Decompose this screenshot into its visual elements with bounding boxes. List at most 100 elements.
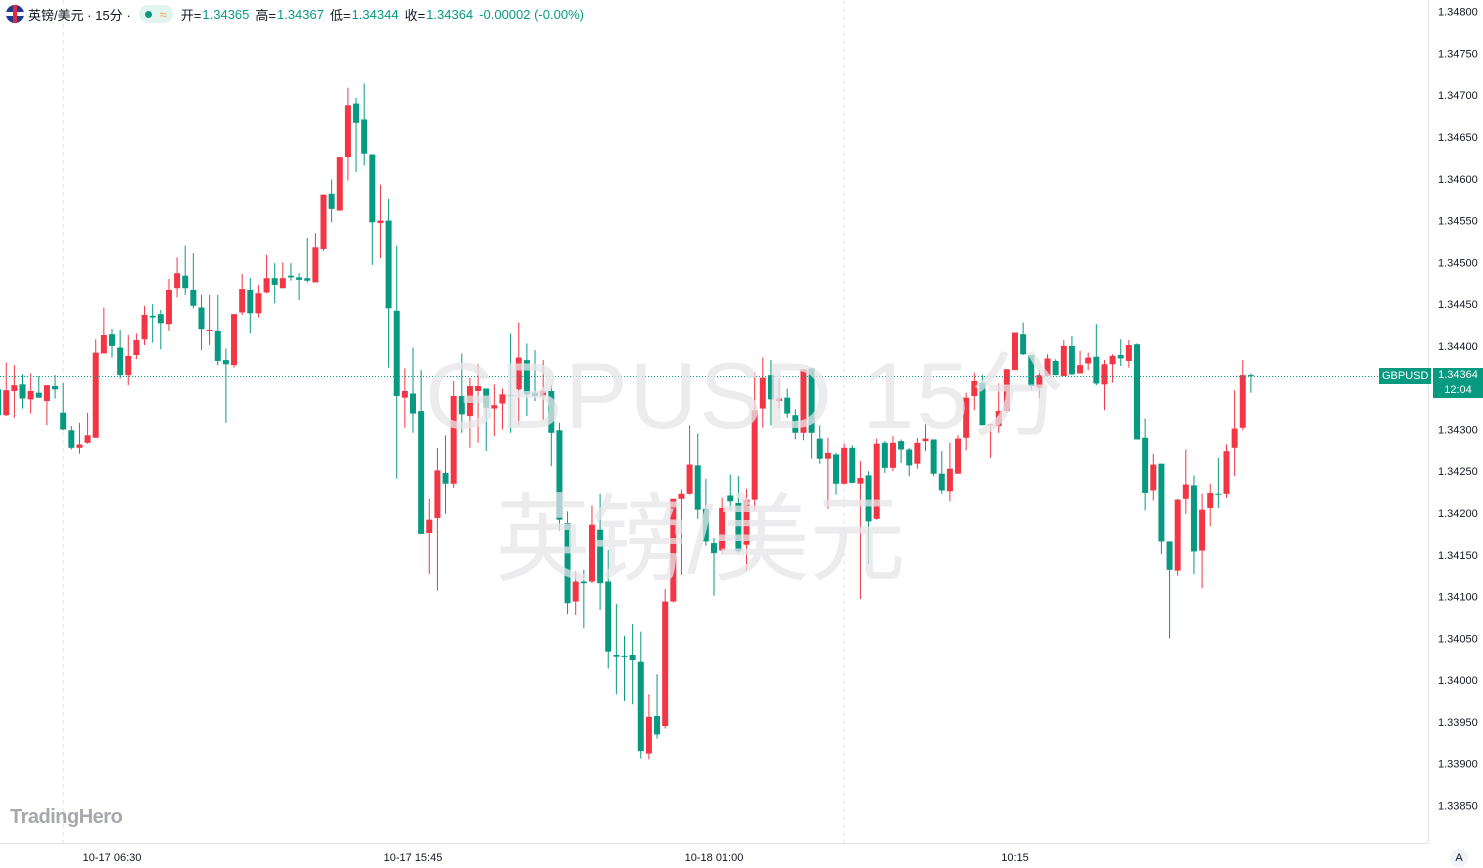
x-tick-label: 10:15 <box>1001 852 1029 864</box>
candle <box>1109 354 1116 383</box>
candle <box>1215 457 1222 508</box>
y-tick-label: 1.34600 <box>1438 174 1478 186</box>
candle-body <box>450 396 457 484</box>
candle-body <box>849 447 856 483</box>
candle-body <box>320 194 327 249</box>
candle-body <box>475 385 482 392</box>
candle <box>857 461 864 600</box>
candle <box>1020 322 1027 356</box>
y-tick-label: 1.34750 <box>1438 48 1478 60</box>
candle-body <box>507 395 514 397</box>
candle-body <box>833 454 840 484</box>
candle <box>1093 324 1100 386</box>
candle-body <box>515 357 522 390</box>
candle-body <box>434 470 441 518</box>
symbol-price-tag: GBPUSD <box>1379 368 1432 384</box>
candle-body <box>157 314 164 324</box>
candle-body <box>955 438 962 474</box>
candle <box>849 445 856 483</box>
candle-body <box>182 275 189 289</box>
candle-body <box>92 352 99 438</box>
candle <box>1003 369 1010 413</box>
candle-body <box>881 442 888 468</box>
candle <box>1166 541 1173 639</box>
candle <box>645 694 652 760</box>
candle <box>995 383 1002 433</box>
candle-body <box>442 472 449 484</box>
candle <box>833 452 840 495</box>
y-tick-label: 1.34300 <box>1438 424 1478 436</box>
candle-body <box>540 391 547 397</box>
candle <box>515 322 522 426</box>
candle-body <box>873 443 880 519</box>
candle <box>572 571 579 615</box>
candle-body <box>1174 499 1181 571</box>
market-status-pill[interactable]: ≈ <box>138 5 173 23</box>
candle <box>1068 335 1075 376</box>
high-value: 1.34367 <box>276 6 324 22</box>
candle <box>532 350 539 402</box>
candle <box>214 294 221 366</box>
y-tick-label: 1.34500 <box>1438 257 1478 269</box>
candle-body <box>491 405 498 409</box>
candle-body <box>930 439 937 474</box>
candle <box>393 245 400 479</box>
candle <box>287 263 294 281</box>
candle <box>353 97 360 173</box>
time-axis[interactable]: 10-17 06:30 10-17 15:45 10-18 01:00 10:15 <box>83 852 1029 864</box>
candle-body <box>963 397 970 438</box>
candle <box>271 263 278 304</box>
candle <box>865 471 872 564</box>
candle <box>694 433 701 519</box>
candle-body <box>165 289 172 325</box>
candle-body <box>499 394 506 404</box>
price-axis[interactable]: 1.34800 1.34750 1.34700 1.34650 1.34600 1.345… <box>1438 7 1478 813</box>
candle-body <box>198 307 205 330</box>
candle <box>735 476 742 554</box>
candle <box>922 424 929 452</box>
candle <box>304 238 311 283</box>
candle-body <box>206 330 213 332</box>
candle-body <box>906 449 913 466</box>
candle <box>1182 449 1189 514</box>
candle-body <box>385 220 392 309</box>
candle-body <box>3 390 10 416</box>
candle <box>914 437 921 469</box>
candle-body <box>556 430 563 520</box>
legend-header: 英镑/美元 · 15分 · ≈ 开= 1.34365 高= 1.34367 低= 1.… <box>6 4 590 24</box>
candle <box>710 538 717 596</box>
candle <box>1158 463 1165 554</box>
candle-body <box>76 444 83 448</box>
candle-body <box>1150 464 1157 491</box>
candle <box>149 304 156 343</box>
watermark-name: 英镑/美元 <box>495 487 906 594</box>
candle <box>1207 483 1214 527</box>
x-tick-label: 10-18 01:00 <box>685 852 744 864</box>
y-tick-label: 1.34100 <box>1438 592 1478 604</box>
candle-body <box>328 193 335 209</box>
candle <box>889 436 896 472</box>
candle <box>263 254 270 294</box>
candle-body <box>0 389 2 416</box>
candle-body <box>987 424 994 426</box>
candle <box>458 353 465 433</box>
auto-scale-button[interactable]: A <box>1450 849 1468 867</box>
candle-body <box>1231 428 1238 448</box>
symbol-name[interactable]: 英镑/美元 · 15分 · <box>28 7 131 23</box>
candle-body <box>1077 365 1084 374</box>
candle-body <box>60 412 67 430</box>
candle <box>279 262 286 289</box>
candle-body <box>1052 360 1059 376</box>
candle <box>792 409 799 440</box>
candle <box>751 372 758 511</box>
candle-body <box>1060 345 1067 376</box>
candle-body <box>255 293 262 314</box>
candle-body <box>125 355 132 376</box>
candle-body <box>68 430 75 448</box>
candle-body <box>938 473 945 491</box>
candle <box>1125 340 1132 368</box>
candle-body <box>336 157 343 211</box>
close-label: 收= <box>404 7 426 23</box>
candle-body <box>1044 358 1051 376</box>
